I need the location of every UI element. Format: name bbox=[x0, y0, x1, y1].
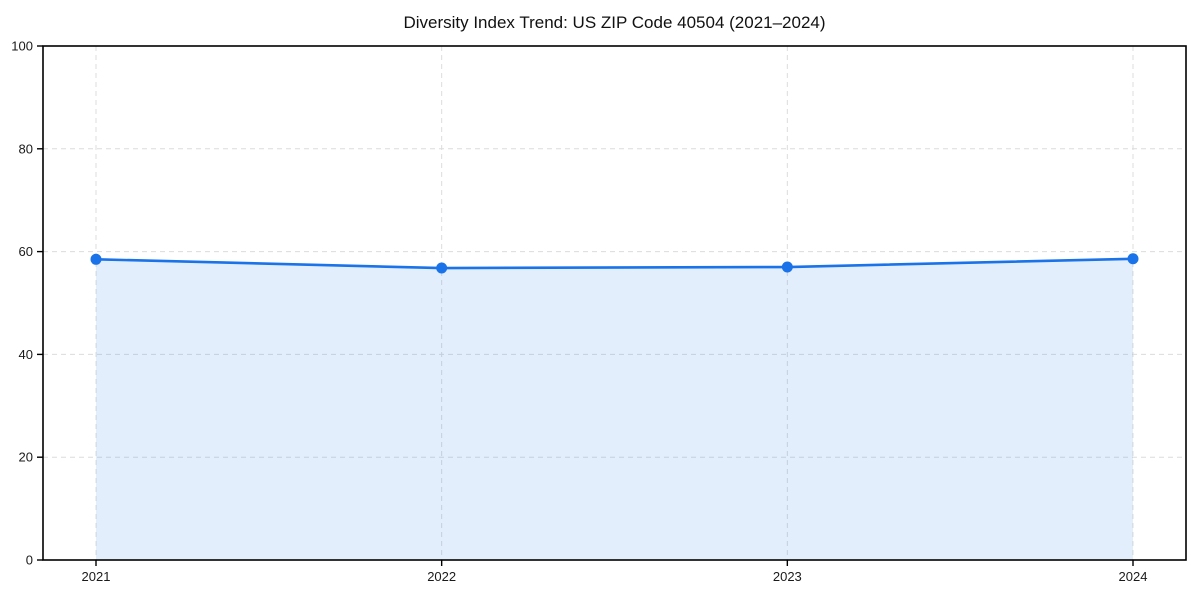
data-point bbox=[436, 262, 448, 274]
trend-line bbox=[94, 257, 1135, 270]
data-point bbox=[1127, 253, 1139, 265]
area-fill bbox=[96, 258, 1133, 560]
data-point bbox=[90, 253, 102, 265]
chart-title: Diversity Index Trend: US ZIP Code 40504… bbox=[403, 13, 826, 32]
y-tick-label: 0 bbox=[26, 553, 33, 568]
x-tick-label: 2023 bbox=[773, 569, 802, 584]
data-point bbox=[781, 261, 793, 273]
y-tick-label: 80 bbox=[19, 141, 33, 156]
y-tick-label: 40 bbox=[19, 347, 33, 362]
y-tick-label: 100 bbox=[11, 39, 33, 54]
y-tick-label: 60 bbox=[19, 244, 33, 259]
x-tick-label: 2021 bbox=[82, 569, 111, 584]
y-tick-label: 20 bbox=[19, 450, 33, 465]
x-tick-label: 2022 bbox=[427, 569, 456, 584]
plot-border bbox=[42, 45, 1187, 561]
x-tick-label: 2024 bbox=[1119, 569, 1148, 584]
